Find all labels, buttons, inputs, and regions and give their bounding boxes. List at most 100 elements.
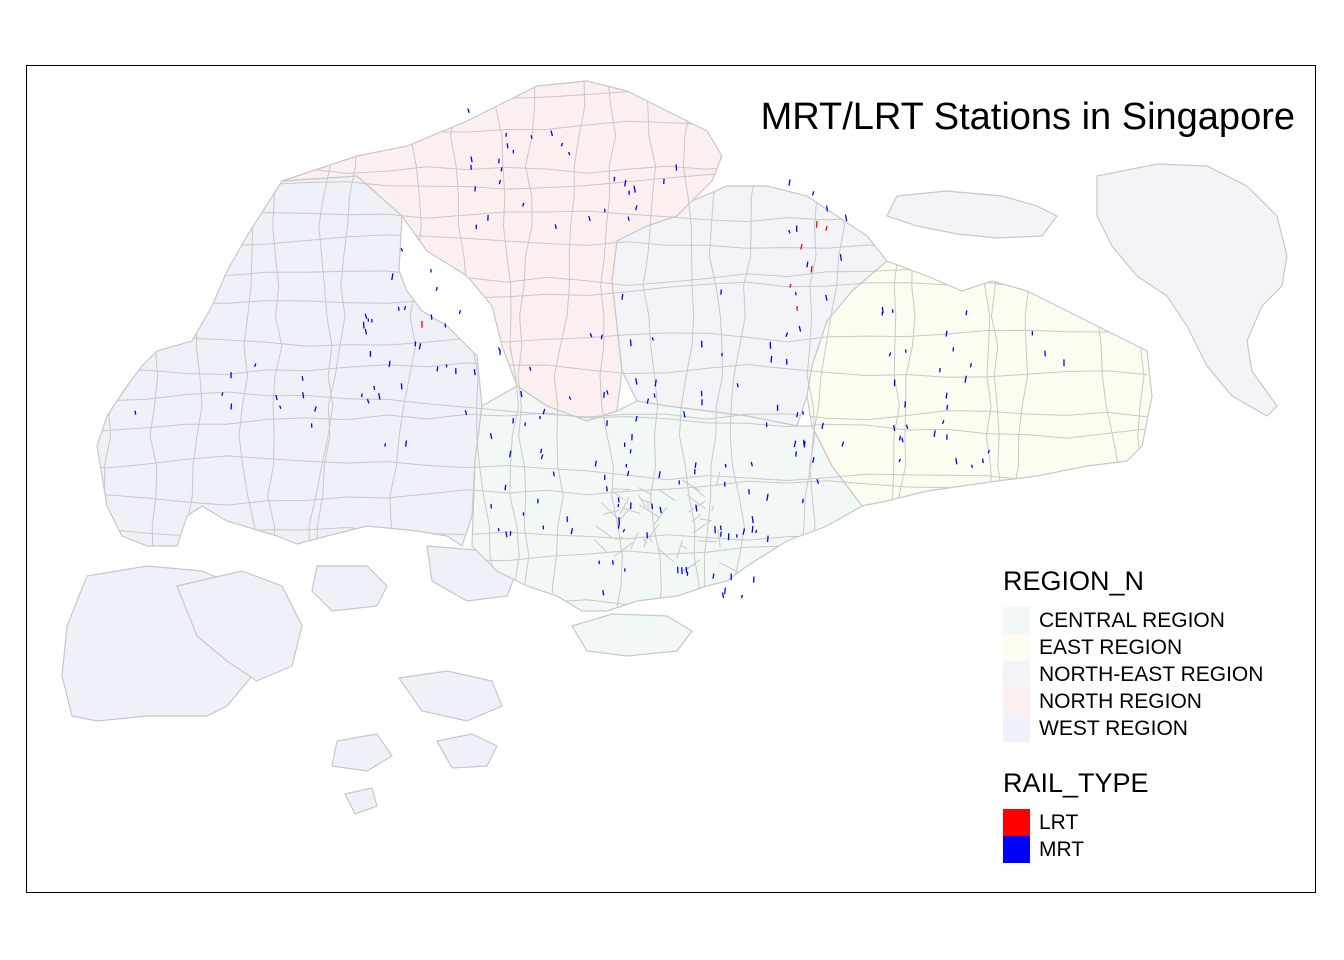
- subzone-boundary: [97, 391, 1148, 421]
- legend-label-northeast: NORTH-EAST REGION: [1039, 662, 1264, 686]
- mrt-station-marker: [933, 430, 936, 438]
- legend-swatch-east: [1003, 634, 1030, 661]
- subzone-boundary: [697, 540, 717, 543]
- region-west-island: [311, 565, 388, 612]
- mrt-station-marker: [530, 135, 533, 139]
- mrt-station-marker: [816, 479, 820, 485]
- legend-label-mrt: MRT: [1039, 837, 1085, 861]
- mrt-station-marker: [654, 379, 657, 387]
- mrt-station-marker: [898, 435, 902, 441]
- mrt-station-marker: [221, 392, 224, 396]
- mrt-station-marker: [802, 498, 804, 504]
- legend-swatch-central: [1003, 607, 1030, 634]
- mrt-station-marker: [825, 205, 829, 212]
- mrt-station-marker: [560, 142, 564, 147]
- subzone-boundary: [719, 562, 739, 573]
- mrt-station-marker: [795, 451, 797, 457]
- subzone-boundary: [620, 496, 630, 515]
- mrt-station-marker: [364, 328, 368, 335]
- mrt-station-marker: [901, 437, 904, 443]
- region-west: [96, 175, 483, 547]
- subzone-boundary: [648, 535, 653, 542]
- subzone-boundary: [613, 542, 634, 557]
- mrt-station-marker: [550, 130, 554, 137]
- legend-item-northeast: NORTH-EAST REGION: [1003, 661, 1263, 688]
- subzone-boundary: [595, 525, 612, 538]
- mrt-station-marker: [946, 404, 949, 410]
- subzone-boundary: [97, 412, 1148, 439]
- region-legend: REGION_N CENTRAL REGION EAST REGION NORT…: [1003, 566, 1263, 742]
- mrt-station-marker: [802, 411, 805, 415]
- mrt-station-marker: [418, 343, 422, 350]
- subzone-boundary: [630, 531, 639, 549]
- mrt-station-marker: [694, 462, 697, 468]
- mrt-station-marker: [391, 273, 394, 281]
- mrt-station-marker: [719, 525, 722, 531]
- mrt-station-marker: [621, 294, 624, 300]
- region-central-island: [571, 613, 693, 657]
- mrt-station-marker: [811, 191, 815, 196]
- mrt-station-marker: [378, 393, 381, 400]
- lrt-station-marker: [815, 220, 818, 228]
- mrt-station-marker: [721, 592, 725, 599]
- mrt-station-marker: [844, 214, 848, 222]
- mrt-station-marker: [806, 261, 809, 268]
- subzone-boundary: [599, 81, 623, 611]
- mrt-station-marker: [987, 449, 990, 454]
- mrt-station-marker: [841, 441, 845, 447]
- mrt-station-marker: [742, 528, 746, 535]
- subzone-boundary: [682, 563, 696, 571]
- mrt-station-marker: [470, 156, 473, 163]
- legend-swatch-north: [1003, 688, 1030, 715]
- mrt-station-marker: [567, 151, 571, 156]
- legend-swatch-mrt: [1003, 836, 1030, 863]
- mrt-station-marker: [489, 433, 493, 440]
- mrt-station-marker: [594, 460, 597, 467]
- mrt-station-marker: [624, 179, 627, 187]
- subzone-boundary: [699, 518, 712, 522]
- mrt-station-marker: [520, 390, 523, 398]
- mrt-station-marker: [888, 352, 892, 357]
- region-west-island: [344, 787, 378, 815]
- subzone-boundary: [676, 539, 683, 559]
- region-west-island: [176, 570, 303, 682]
- subzone-boundary: [97, 328, 1148, 347]
- mrt-station-marker: [622, 528, 626, 533]
- mrt-station-marker: [606, 390, 609, 395]
- legend-swatch-lrt: [1003, 809, 1030, 836]
- mrt-station-marker: [971, 464, 974, 468]
- mrt-station-marker: [400, 248, 404, 252]
- mrt-station-marker: [364, 313, 368, 319]
- legend-label-central: CENTRAL REGION: [1039, 608, 1225, 632]
- mrt-station-marker: [529, 366, 532, 371]
- mrt-station-marker: [898, 458, 902, 463]
- mrt-station-marker: [812, 456, 815, 463]
- station-markers: [134, 108, 1065, 599]
- mrt-station-marker: [366, 398, 370, 404]
- mrt-station-marker: [405, 440, 408, 447]
- legend-item-west: WEST REGION: [1003, 715, 1263, 742]
- map-panel: MRT/LRT Stations in Singapore REGION_N C…: [26, 65, 1316, 893]
- legend-swatch-northeast: [1003, 661, 1030, 688]
- legend-swatch-west: [1003, 715, 1030, 742]
- subzone-boundary: [692, 519, 712, 534]
- mrt-station-marker: [617, 523, 620, 529]
- mrt-station-marker: [497, 528, 500, 532]
- mrt-station-marker: [509, 450, 512, 458]
- mrt-station-marker: [473, 369, 476, 376]
- mrt-station-marker: [611, 560, 614, 565]
- region-legend-title: REGION_N: [1003, 566, 1145, 596]
- mrt-station-marker: [360, 393, 363, 398]
- mrt-station-marker: [458, 309, 462, 315]
- rail-legend-title: RAIL_TYPE: [1003, 768, 1149, 798]
- subzone-boundary: [640, 499, 652, 504]
- mrt-station-marker: [1044, 350, 1047, 357]
- mrt-station-marker: [134, 410, 137, 415]
- mrt-station-marker: [904, 401, 907, 408]
- mrt-station-marker: [683, 411, 686, 418]
- mrt-station-marker: [314, 406, 317, 412]
- mrt-station-marker: [736, 383, 739, 388]
- singapore-map: [61, 80, 1288, 815]
- mrt-station-marker: [651, 503, 654, 510]
- subzone-boundary: [97, 362, 1148, 378]
